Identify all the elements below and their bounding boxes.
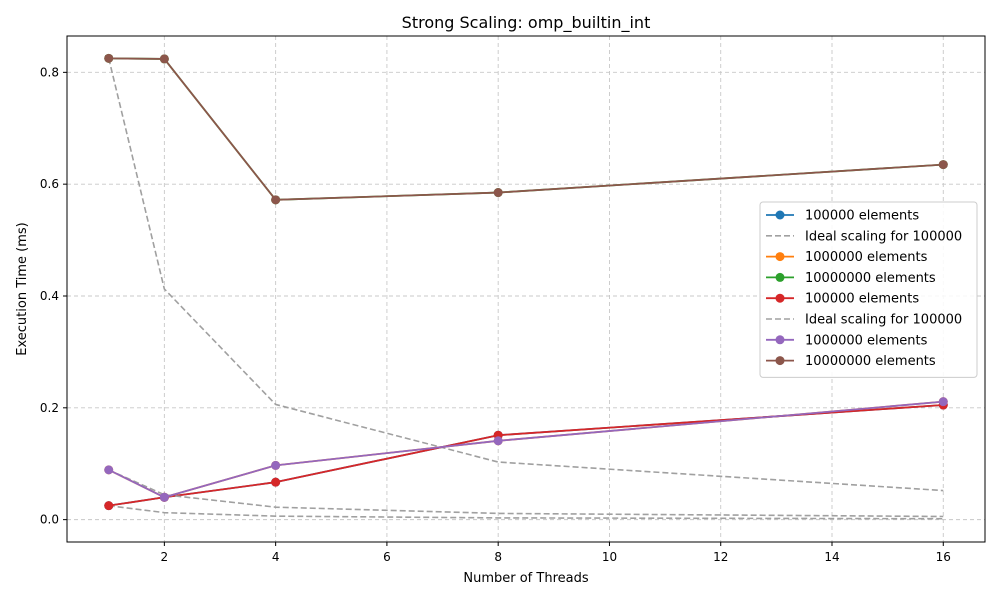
chart-title: Strong Scaling: omp_builtin_int: [402, 13, 651, 33]
legend-swatch-marker: [775, 272, 785, 282]
series-8-point: [938, 160, 948, 170]
series-7-point: [271, 460, 281, 470]
legend-swatch-marker: [775, 210, 785, 220]
series-8-point: [271, 195, 281, 205]
y-tick-label: 0.4: [40, 289, 59, 303]
legend-box: [759, 201, 978, 378]
series-7-point: [104, 465, 114, 475]
series-8-point: [104, 53, 114, 63]
series-7-point: [938, 397, 948, 407]
unlabeled-series-1-line: [107, 58, 944, 492]
x-tick-label: 2: [161, 550, 169, 564]
series-5-point: [104, 501, 114, 511]
series-layer: [104, 53, 948, 520]
series-2-line: [108, 504, 944, 520]
legend-label: 100000 elements: [805, 292, 919, 307]
legend-label: 10000000 elements: [805, 271, 936, 286]
y-axis-label: Execution Time (ms): [15, 222, 30, 355]
x-tick-label: 16: [936, 550, 951, 564]
series-8-point: [493, 188, 503, 198]
series-8-point: [159, 54, 169, 64]
x-tick-label: 4: [272, 550, 280, 564]
x-tick-label: 6: [383, 550, 391, 564]
y-tick-label: 0.2: [40, 401, 59, 415]
legend-label: Ideal scaling for 100000: [805, 229, 962, 244]
y-axis-ticks: 0.0 0.2 0.4 0.6 0.8: [40, 65, 67, 527]
x-tick-label: 8: [494, 550, 502, 564]
x-axis-ticks: 2 4 6 8 10 12 14 16: [161, 542, 951, 564]
legend-label: Ideal scaling for 100000: [805, 313, 962, 328]
legend-swatch-marker: [775, 252, 785, 262]
y-tick-label: 0.8: [40, 65, 59, 79]
legend: 100000 elements Ideal scaling for 100000 1…: [759, 201, 978, 378]
legend-swatch-marker: [775, 293, 785, 303]
series-5-point: [271, 477, 281, 487]
legend-label: 10000000 elements: [805, 354, 936, 369]
series-6-line: [108, 469, 944, 518]
x-axis-label: Number of Threads: [463, 571, 588, 586]
x-tick-label: 12: [713, 550, 728, 564]
legend-label: 1000000 elements: [805, 250, 928, 265]
series-7-point: [159, 492, 169, 502]
legend-swatch-marker: [775, 356, 785, 366]
plot-frame: [66, 35, 986, 543]
y-tick-label: 0.0: [40, 513, 59, 527]
legend-label: 1000000 elements: [805, 333, 928, 348]
legend-swatch-marker: [775, 335, 785, 345]
y-tick-label: 0.6: [40, 177, 59, 191]
x-tick-label: 14: [824, 550, 839, 564]
legend-label: 100000 elements: [805, 209, 919, 224]
x-tick-label: 10: [602, 550, 617, 564]
series-7-point: [493, 436, 503, 446]
